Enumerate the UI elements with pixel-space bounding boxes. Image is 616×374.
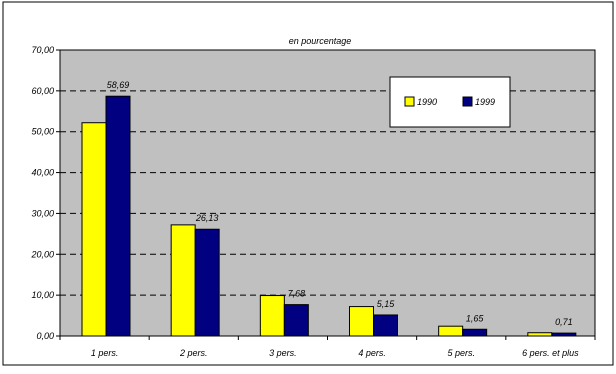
x-tick-label: 2 pers.: [179, 348, 208, 358]
bar-1990-0: [81, 122, 107, 337]
plot-area: [59, 49, 596, 337]
y-tick-label: 30,00: [31, 208, 54, 218]
y-tick-label: 60,00: [31, 86, 54, 96]
y-tick-label: 10,00: [31, 290, 54, 300]
data-label: 1,65: [466, 313, 485, 323]
data-label: 26,13: [195, 213, 219, 223]
data-labels: 58,69 26,13 7,68 5,15 1,65 0,71: [107, 80, 573, 327]
bar-1999-5: [551, 332, 577, 337]
legend: 1990 1999: [389, 76, 511, 128]
x-axis-ticks: 1 pers. 2 pers. 3 pers. 4 pers. 5 pers. 6 per…: [59, 336, 596, 358]
bar-1999-0: [105, 95, 131, 337]
x-tick-label: 5 pers.: [447, 348, 475, 358]
y-tick-label: 40,00: [31, 168, 54, 178]
bar-1999-4: [462, 328, 488, 337]
data-label: 0,71: [555, 317, 573, 327]
bar-1999-1: [194, 228, 220, 337]
bars: [81, 95, 577, 337]
bar-1990-1: [170, 224, 196, 337]
y-tick-label: 70,00: [31, 45, 54, 55]
legend-swatch-1999: [462, 96, 473, 107]
legend-swatch-1990: [404, 96, 415, 107]
bar-1999-3: [373, 314, 398, 337]
x-tick-label: 6 pers. et plus: [522, 348, 579, 358]
y-axis-ticks: 0,00 10,00 20,00 30,00 40,00 50,00 60,00 70,00: [30, 45, 60, 341]
y-tick-label: 50,00: [31, 127, 54, 137]
y-tick-label: 20,00: [30, 249, 54, 259]
bar-1990-2: [259, 295, 285, 337]
x-tick-label: 1 pers.: [91, 348, 119, 358]
legend-label-1990: 1990: [417, 97, 437, 107]
bar-1990-4: [438, 325, 464, 337]
x-tick-label: 3 pers.: [269, 348, 297, 358]
chart-title: en pourcentage: [289, 36, 352, 46]
data-label: 5,15: [377, 299, 396, 309]
data-label: 7,68: [288, 289, 306, 299]
y-tick-label: 0,00: [36, 331, 54, 341]
legend-label-1999: 1999: [475, 97, 495, 107]
bar-1999-2: [283, 304, 309, 337]
data-label: 58,69: [107, 80, 130, 90]
bar-1990-3: [349, 306, 374, 337]
bar-1990-5: [527, 332, 553, 337]
x-tick-label: 4 pers.: [358, 348, 386, 358]
